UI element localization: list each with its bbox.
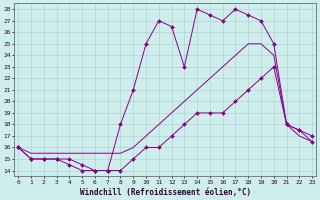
X-axis label: Windchill (Refroidissement éolien,°C): Windchill (Refroidissement éolien,°C) <box>80 188 251 197</box>
